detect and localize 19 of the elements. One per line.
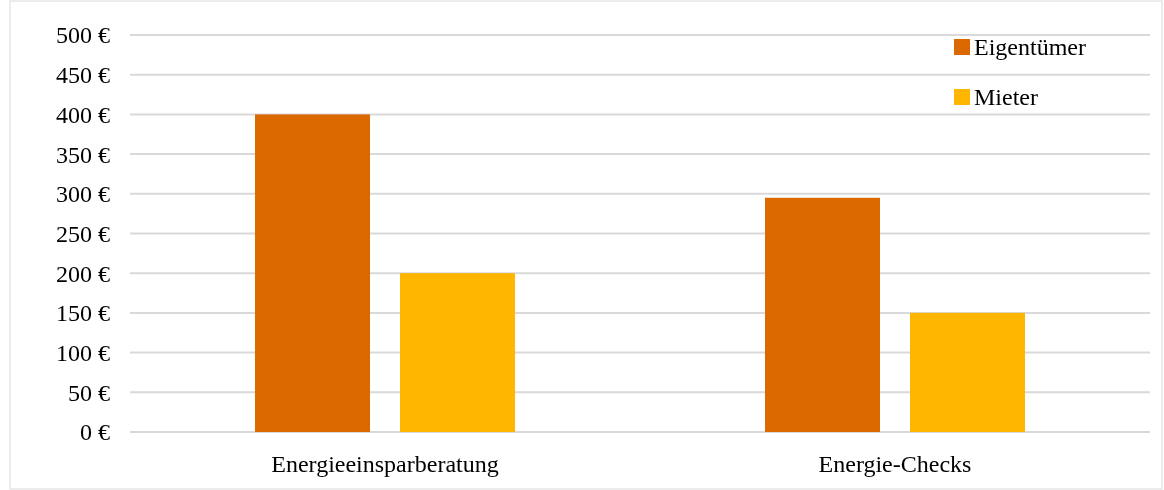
y-tick-label: 250 € xyxy=(56,220,110,247)
x-tick-label: Energie-Checks xyxy=(818,451,972,477)
y-tick-label: 400 € xyxy=(56,101,110,128)
bar xyxy=(255,114,370,432)
bar xyxy=(910,312,1025,432)
y-tick-label: 50 € xyxy=(68,379,110,406)
y-tick-label: 350 € xyxy=(56,141,110,168)
bar xyxy=(400,273,515,432)
legend-label: Mieter xyxy=(974,84,1038,111)
y-tick-label: 200 € xyxy=(56,260,110,287)
y-tick-label: 450 € xyxy=(56,62,110,89)
legend-label: Eigentümer xyxy=(974,34,1086,61)
y-tick-label: 100 € xyxy=(56,340,110,366)
x-tick-label: Energieeinsparberatung xyxy=(271,451,499,477)
y-tick-label: 500 € xyxy=(56,22,110,49)
y-tick-label: 300 € xyxy=(56,181,110,208)
y-tick-label: 150 € xyxy=(56,300,110,327)
y-tick-label: 0 € xyxy=(80,419,110,446)
bar xyxy=(765,197,880,432)
